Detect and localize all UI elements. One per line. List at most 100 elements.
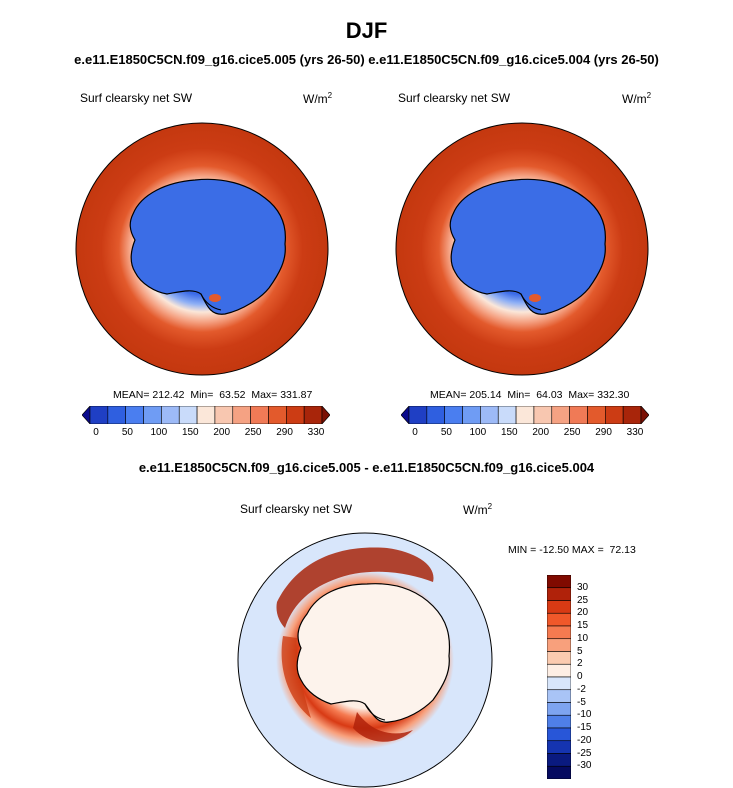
diff-colorbar-swatch: [547, 740, 571, 754]
diff-colorbar-tick-label: -25: [577, 747, 592, 759]
diff-colorbar-swatch: [547, 587, 571, 601]
diff-colorbar-swatch: [547, 689, 571, 703]
colorbar-swatch: [426, 406, 445, 424]
colorbar-tick-label: 330: [307, 427, 325, 438]
panel1-variable-label: Surf clearsky net SW: [80, 91, 193, 105]
diff-colorbar-tick-label: 20: [577, 607, 589, 619]
colorbar-swatch: [286, 406, 305, 424]
panel2-colorbar: [401, 406, 649, 424]
colorbar-tick-label: 100: [469, 427, 487, 438]
colorbar-swatch: [232, 406, 251, 424]
colorbar-tick-label: 100: [150, 427, 168, 438]
diff-units-exp: 2: [487, 502, 493, 511]
panel2-variable-label: Surf clearsky net SW: [398, 91, 511, 105]
diff-colorbar-swatch: [547, 714, 571, 729]
colorbar-tick-label: 290: [276, 427, 293, 438]
colorbar-swatch: [303, 406, 323, 424]
colorbar-tick-label: 200: [532, 427, 550, 438]
panel1-polar-map: [75, 122, 329, 376]
panel2-units-exp: 2: [646, 91, 652, 100]
colorbar-tick-label: 0: [412, 427, 418, 438]
diff-colorbar-tick-label: -2: [577, 683, 586, 695]
colorbar-tick-label: 250: [563, 427, 581, 438]
diff-west-anomaly: [281, 636, 311, 718]
panel1-ross-coast: [200, 293, 222, 311]
diff-colorbar-swatch: [547, 702, 571, 716]
diff-units-base: W/m: [463, 503, 488, 517]
diff-variable-label: Surf clearsky net SW: [240, 502, 353, 516]
colorbar-swatch: [214, 406, 234, 424]
panel2-units: W/m2: [622, 91, 651, 106]
colorbar-under-triangle: [82, 406, 91, 424]
diff-colorbar-tick-label: -5: [577, 696, 586, 708]
panel2-ross-hotspot: [529, 294, 541, 302]
colorbar-over-triangle: [321, 406, 330, 424]
difference-title: e.e11.E1850C5CN.f09_g16.cice5.005 - e.e1…: [138, 460, 595, 475]
diff-colorbar-swatch: [547, 765, 571, 779]
colorbar-tick-label: 290: [595, 427, 612, 438]
panel1-colorbar: [82, 406, 330, 424]
panel1-units: W/m2: [303, 91, 332, 106]
colorbar-tick-label: 150: [500, 427, 518, 438]
colorbar-swatch: [89, 406, 109, 424]
colorbar-swatch: [497, 406, 517, 424]
colorbar-swatch: [587, 406, 606, 424]
colorbar-tick-label: 50: [440, 427, 452, 438]
diff-colorbar-tick-label: -30: [577, 760, 592, 772]
difference-colorbar: [547, 575, 571, 779]
panel2-antarctica: [449, 178, 606, 315]
colorbar-over-triangle: [640, 406, 649, 424]
colorbar-swatch: [268, 406, 287, 424]
colorbar-tick-label: 150: [181, 427, 199, 438]
diff-colorbar-swatch: [547, 663, 571, 678]
diff-colorbar-swatch: [547, 612, 571, 627]
colorbar-tick-label: 250: [244, 427, 262, 438]
diff-colorbar-swatch: [547, 727, 571, 742]
colorbar-swatch: [250, 406, 269, 424]
diff-colorbar-swatch: [547, 676, 571, 691]
colorbar-swatch: [178, 406, 198, 424]
colorbar-tick-label: 0: [93, 427, 99, 438]
colorbar-swatch: [107, 406, 126, 424]
colorbar-swatch: [480, 406, 499, 424]
diff-colorbar-swatch: [547, 575, 571, 589]
colorbar-swatch: [551, 406, 570, 424]
diff-ross-anomaly: [353, 712, 413, 742]
colorbar-tick-label: 200: [213, 427, 231, 438]
diff-colorbar-swatch: [547, 600, 571, 614]
panel1-ross-hotspot: [209, 294, 221, 302]
colorbar-swatch: [605, 406, 624, 424]
diff-colorbar-tick-label: 15: [577, 620, 589, 631]
page-title: DJF: [345, 18, 388, 43]
colorbar-swatch: [196, 406, 216, 424]
panel1-antarctica: [129, 178, 286, 315]
diff-weddell-anomaly: [276, 547, 434, 628]
diff-colorbar-tick-label: 5: [577, 645, 583, 657]
diff-colorbar-swatch: [547, 638, 571, 652]
panel2-ross-coast: [520, 293, 542, 311]
diff-colorbar-tick-label: 25: [577, 594, 589, 606]
diff-colorbar-tick-label: -10: [577, 709, 592, 721]
diff-colorbar-tick-label: 2: [577, 658, 583, 670]
diff-colorbar-tick-label: 30: [577, 581, 589, 593]
diff-colorbar-swatch: [547, 625, 571, 640]
colorbar-swatch: [569, 406, 588, 424]
colorbar-swatch: [125, 406, 144, 424]
colorbar-swatch: [161, 406, 180, 424]
panel1-units-exp: 2: [327, 91, 333, 100]
colorbar-swatch: [533, 406, 553, 424]
diff-colorbar-tick-label: -15: [577, 722, 592, 733]
diff-antarctica: [296, 583, 451, 723]
colorbar-tick-label: 50: [121, 427, 133, 438]
panel1-colorbar-labels: 0 50 100 150 200 250 290 330: [82, 427, 330, 441]
difference-polar-map: [237, 532, 493, 788]
colorbar-swatch: [143, 406, 162, 424]
diff-colorbar-tick-label: 10: [577, 632, 589, 644]
panel2-stats: MEAN= 205.14 Min= 64.03 Max= 332.30: [430, 389, 630, 401]
diff-colorbar-tick-label: -20: [577, 734, 592, 746]
panel1-stats: MEAN= 212.42 Min= 63.52 Max= 331.87: [113, 389, 313, 401]
diff-ross-coast: [364, 703, 386, 721]
panel2-units-base: W/m: [622, 92, 647, 106]
colorbar-swatch: [622, 406, 642, 424]
diff-colorbar-tick-label: 0: [577, 671, 583, 682]
